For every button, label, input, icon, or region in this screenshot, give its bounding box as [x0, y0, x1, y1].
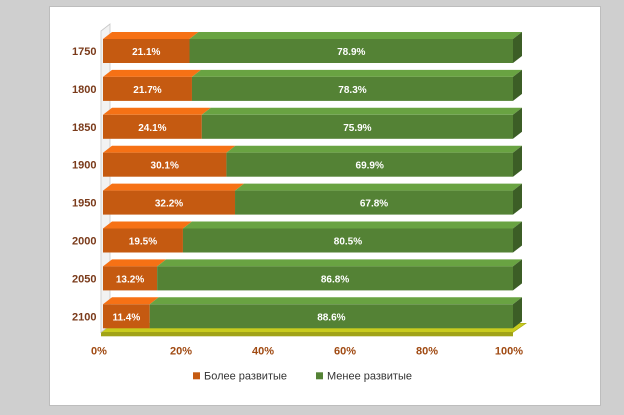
data-label-2050-1: 86.8%: [321, 274, 349, 285]
data-label-1900-1: 69.9%: [356, 161, 384, 172]
bar-1900-series-0: 30.1%: [103, 145, 236, 177]
bar-front-1750-0: [103, 39, 190, 63]
x-tick-label-80: 80%: [416, 345, 438, 357]
bar-top-1800-0: [103, 69, 201, 77]
data-label-1750-1: 78.9%: [337, 47, 365, 58]
floor-front: [101, 332, 513, 337]
bar-front-1850-0: [103, 114, 202, 139]
bar-1900-series-1: 69.9%: [226, 145, 522, 177]
y-tick-label-1750: 1750: [72, 46, 96, 58]
data-label-1750-0: 21.1%: [132, 47, 160, 58]
bar-1850-series-1: 75.9%: [201, 107, 522, 139]
data-label-1800-1: 78.3%: [338, 85, 366, 96]
bar-top-2100-1: [149, 297, 523, 305]
bar-1950-series-0: 32.2%: [103, 183, 245, 215]
bar-1850-series-0: 24.1%: [103, 107, 211, 139]
bar-side-2000: [513, 221, 522, 253]
x-tick-label-40: 40%: [252, 345, 274, 357]
bar-front-1750-1: [189, 39, 513, 63]
bar-side-1900: [513, 145, 522, 177]
data-label-2050-0: 13.2%: [116, 274, 144, 285]
bar-side-1750: [513, 32, 522, 63]
legend-label-more-developed: Более развитые: [204, 370, 287, 382]
data-label-2000-0: 19.5%: [129, 237, 157, 248]
bar-side-1850: [513, 107, 522, 139]
y-tick-label-1850: 1850: [72, 122, 96, 134]
legend-label-less-developed: Менее развитые: [327, 370, 412, 382]
bar-1800-series-1: 78.3%: [191, 69, 522, 101]
bar-top-1950-0: [103, 183, 245, 191]
bar-2100-series-1: 88.6%: [149, 297, 523, 329]
data-label-1950-0: 32.2%: [155, 199, 183, 210]
y-axis-labels: 1750 1800 1850 1900 1950 2000 2050 2100: [72, 46, 96, 323]
bar-front-1950-0: [103, 190, 236, 215]
bar-front-1900-0: [103, 152, 227, 177]
bar-top-1900-1: [226, 145, 522, 153]
bar-front-1800-1: [191, 76, 513, 101]
bar-1950-series-1: 67.8%: [235, 183, 522, 215]
bar-1800-series-0: 21.7%: [103, 69, 201, 101]
bar-front-2000-1: [182, 228, 513, 253]
data-label-2100-1: 88.6%: [317, 312, 345, 323]
data-label-1900-0: 30.1%: [151, 161, 179, 172]
bar-front-2000-0: [103, 228, 183, 253]
bar-side-1800: [513, 69, 522, 101]
data-label-2100-0: 11.4%: [112, 312, 140, 323]
y-tick-label-1950: 1950: [72, 198, 96, 210]
x-tick-label-0: 0%: [91, 345, 107, 357]
y-tick-label-1800: 1800: [72, 84, 96, 96]
bar-top-1750-1: [189, 32, 522, 39]
y-tick-label-2000: 2000: [72, 236, 96, 248]
bar-top-1850-0: [103, 107, 211, 115]
y-tick-label-2050: 2050: [72, 273, 96, 285]
bar-2100-series-0: 11.4%: [103, 297, 159, 329]
y-tick-label-2100: 2100: [72, 311, 96, 323]
bar-2000-series-0: 19.5%: [103, 221, 192, 253]
y-tick-label-1900: 1900: [72, 160, 96, 172]
x-tick-label-60: 60%: [334, 345, 356, 357]
bar-top-2000-0: [103, 221, 192, 229]
legend-swatch-less-developed: [316, 372, 323, 380]
bar-front-2100-1: [149, 304, 514, 329]
bar-top-1850-1: [201, 107, 522, 115]
x-axis-labels: 0% 20% 40% 60% 80% 100%: [91, 345, 523, 357]
bars: 21.1% 78.9% 21.7% 78.3% 24.1% 75.9% 30.1% 69.9%…: [103, 32, 523, 329]
x-tick-label-20: 20%: [170, 345, 192, 357]
bar-top-2000-1: [182, 221, 522, 229]
bar-2000-series-1: 80.5%: [182, 221, 522, 253]
bar-side-2100: [513, 297, 522, 329]
data-label-1850-1: 75.9%: [343, 123, 371, 134]
bar-side-1950: [513, 183, 522, 215]
legend: Более развитые Менее развитые: [193, 370, 412, 382]
data-label-1800-0: 21.7%: [133, 85, 161, 96]
bar-top-2050-0: [103, 259, 167, 267]
bar-2050-series-1: 86.8%: [157, 259, 522, 291]
bar-front-2050-1: [157, 266, 513, 291]
bar-top-1800-1: [191, 69, 522, 77]
data-label-1950-1: 67.8%: [360, 199, 388, 210]
bar-top-1750-0: [103, 32, 199, 39]
data-label-2000-1: 80.5%: [334, 237, 362, 248]
bar-top-1900-0: [103, 145, 236, 153]
legend-swatch-more-developed: [193, 372, 200, 380]
bar-top-2050-1: [157, 259, 522, 267]
bar-top-2100-0: [103, 297, 159, 305]
bar-side-2050: [513, 259, 522, 291]
x-tick-label-100: 100%: [495, 345, 523, 357]
bar-front-1950-1: [235, 190, 513, 215]
bar-2050-series-0: 13.2%: [103, 259, 167, 291]
bar-top-1950-1: [235, 183, 522, 191]
bar-front-1800-0: [103, 76, 192, 101]
bar-1750-series-1: 78.9%: [189, 32, 522, 63]
bar-front-2050-0: [103, 266, 158, 291]
bar-front-2100-0: [103, 304, 150, 329]
data-label-1850-0: 24.1%: [138, 123, 166, 134]
bar-front-1900-1: [226, 152, 513, 177]
bar-front-1850-1: [201, 114, 513, 139]
bar-1750-series-0: 21.1%: [103, 32, 199, 63]
